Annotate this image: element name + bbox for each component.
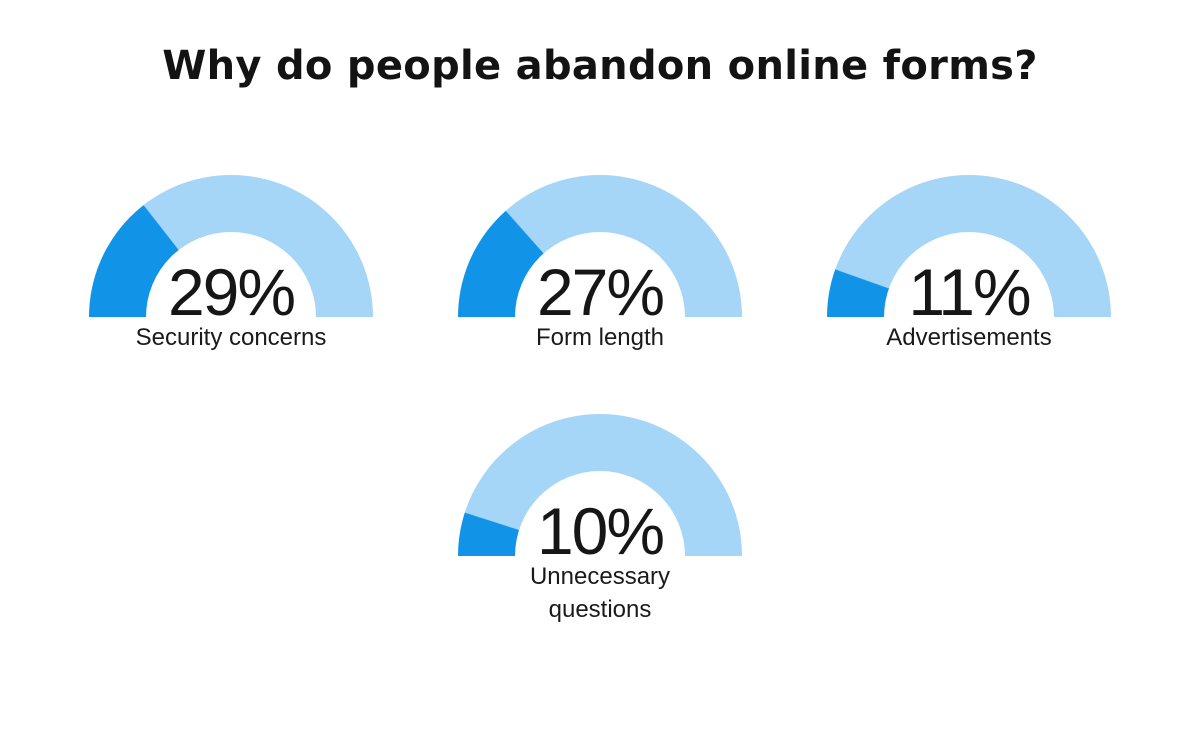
gauge-label: Form length bbox=[535, 324, 665, 351]
gauge-advertisements: 11% Advertisements bbox=[827, 175, 1111, 354]
gauge-value: 29% bbox=[167, 255, 296, 329]
gauge-value: 10% bbox=[536, 494, 665, 568]
gauge-arc: 27% bbox=[458, 175, 742, 325]
gauge-unnecessary-questions: 10% Unnecessary questions bbox=[458, 414, 742, 626]
chart-title: Why do people abandon online forms? bbox=[162, 43, 1038, 89]
gauge-form-length: 27% Form length bbox=[458, 175, 742, 354]
gauge-label: Security concerns bbox=[135, 324, 327, 351]
gauge-value: 27% bbox=[536, 255, 665, 329]
gauge-security-concerns: 29% Security concerns bbox=[89, 175, 373, 354]
gauge-arc: 11% bbox=[827, 175, 1111, 325]
gauge-arc: 10% bbox=[458, 414, 742, 564]
gauge-row-bottom: 10% Unnecessary questions bbox=[0, 414, 1200, 626]
gauge-label: Advertisements bbox=[886, 324, 1052, 351]
gauge-label: Unnecessary questions bbox=[529, 563, 671, 623]
gauge-row-top: 29% Security concerns 27% Form length 11… bbox=[0, 175, 1200, 354]
gauge-value: 11% bbox=[908, 255, 1031, 329]
gauge-arc: 29% bbox=[89, 175, 373, 325]
